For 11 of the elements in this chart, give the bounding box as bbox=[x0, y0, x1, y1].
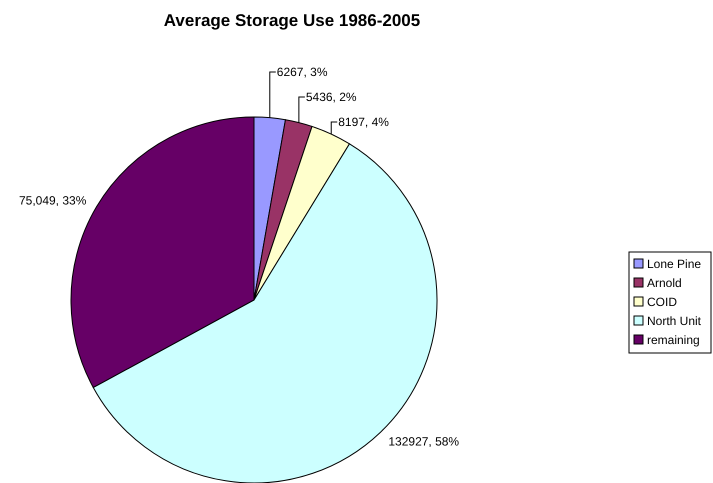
data-label: 75,049, 33% bbox=[18, 193, 87, 208]
chart-title: Average Storage Use 1986-2005 bbox=[164, 11, 420, 30]
legend-label: COID bbox=[647, 295, 678, 309]
legend-label: Lone Pine bbox=[647, 257, 702, 271]
data-label: 132927, 58% bbox=[388, 434, 460, 448]
data-label: 5436, 2% bbox=[306, 90, 357, 104]
legend-label: remaining bbox=[647, 333, 700, 347]
data-label: 8197, 4% bbox=[338, 115, 390, 129]
legend-label: North Unit bbox=[647, 314, 702, 328]
data-label: 6267, 3% bbox=[276, 65, 328, 79]
legend-label: Arnold bbox=[647, 276, 682, 290]
